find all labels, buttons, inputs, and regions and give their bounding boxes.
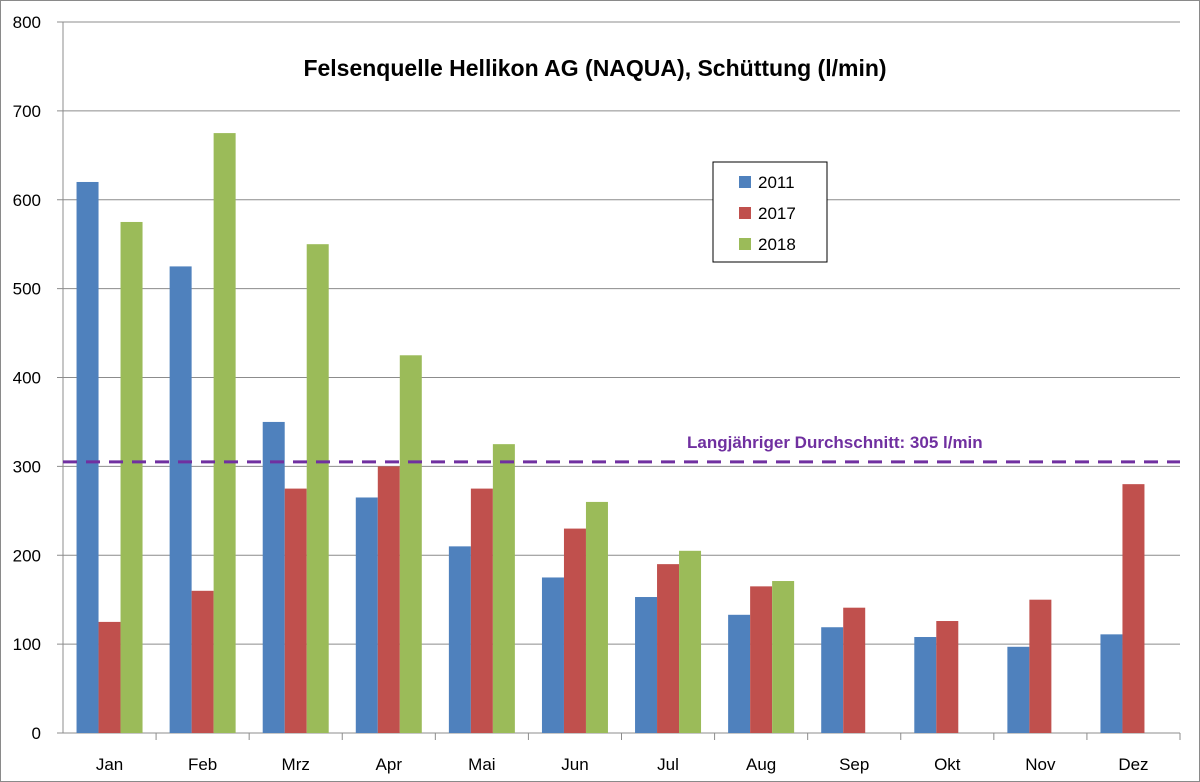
legend-label: 2018 [758,235,796,254]
bar-2017-okt [936,621,959,733]
bar-2011-feb [169,266,192,733]
bar-2017-jan [98,621,121,733]
bar-2017-mai [470,488,493,733]
bar-2017-aug [750,586,773,733]
x-tick-label: Feb [188,755,217,774]
bar-2017-sep [843,607,866,733]
bar-2018-aug [772,581,795,733]
bar-2018-jul [679,550,702,733]
bar-2011-dez [1100,634,1123,733]
bar-2017-nov [1029,599,1052,733]
x-tick-label: Mai [468,755,495,774]
legend [712,161,828,263]
legend-label: 2017 [758,204,796,223]
bar-2018-jan [120,221,143,733]
legend-swatch-2017 [739,207,751,219]
legend-swatch-2011 [739,176,751,188]
bar-2011-mrz [262,421,285,733]
bar-2018-apr [399,355,422,733]
bar-2011-jun [541,577,564,733]
y-tick-label: 100 [13,635,41,654]
legend-swatch-2018 [739,238,751,250]
bar-2018-feb [213,133,236,733]
y-tick-label: 200 [13,546,41,565]
x-tick-label: Aug [746,755,776,774]
bar-2017-dez [1122,484,1145,733]
x-tick-label: Okt [934,755,961,774]
bar-2011-jul [635,597,658,733]
y-tick-label: 600 [13,191,41,210]
x-tick-label: Nov [1025,755,1056,774]
bar-2011-mai [448,546,471,733]
y-tick-label: 800 [13,13,41,32]
bar-2018-mrz [306,244,329,733]
bar-2017-apr [377,466,400,733]
bar-2017-mrz [284,488,307,733]
y-tick-label: 0 [32,724,41,743]
bar-2011-apr [355,497,378,733]
bar-2011-sep [821,627,844,733]
bar-2017-feb [191,590,214,733]
y-tick-label: 300 [13,457,41,476]
x-tick-label: Jul [657,755,679,774]
bar-2017-jun [563,528,586,733]
bar-2011-jan [76,181,99,734]
y-tick-label: 700 [13,102,41,121]
y-tick-label: 500 [13,280,41,299]
bar-2018-mai [492,444,515,733]
x-tick-label: Dez [1118,755,1148,774]
x-tick-label: Apr [376,755,403,774]
bar-2011-nov [1007,646,1030,733]
bar-2011-aug [728,614,751,733]
chart-title: Felsenquelle Hellikon AG (NAQUA), Schütt… [303,55,886,81]
y-tick-label: 400 [13,369,41,388]
bar-2018-jun [585,501,608,733]
x-tick-label: Mrz [282,755,310,774]
legend-label: 2011 [758,173,795,192]
bar-2017-jul [657,564,680,733]
bar-2011-okt [914,637,937,733]
x-tick-label: Jun [561,755,588,774]
x-tick-label: Jan [96,755,123,774]
average-label: Langjähriger Durchschnitt: 305 l/min [687,433,983,452]
x-tick-label: Sep [839,755,869,774]
